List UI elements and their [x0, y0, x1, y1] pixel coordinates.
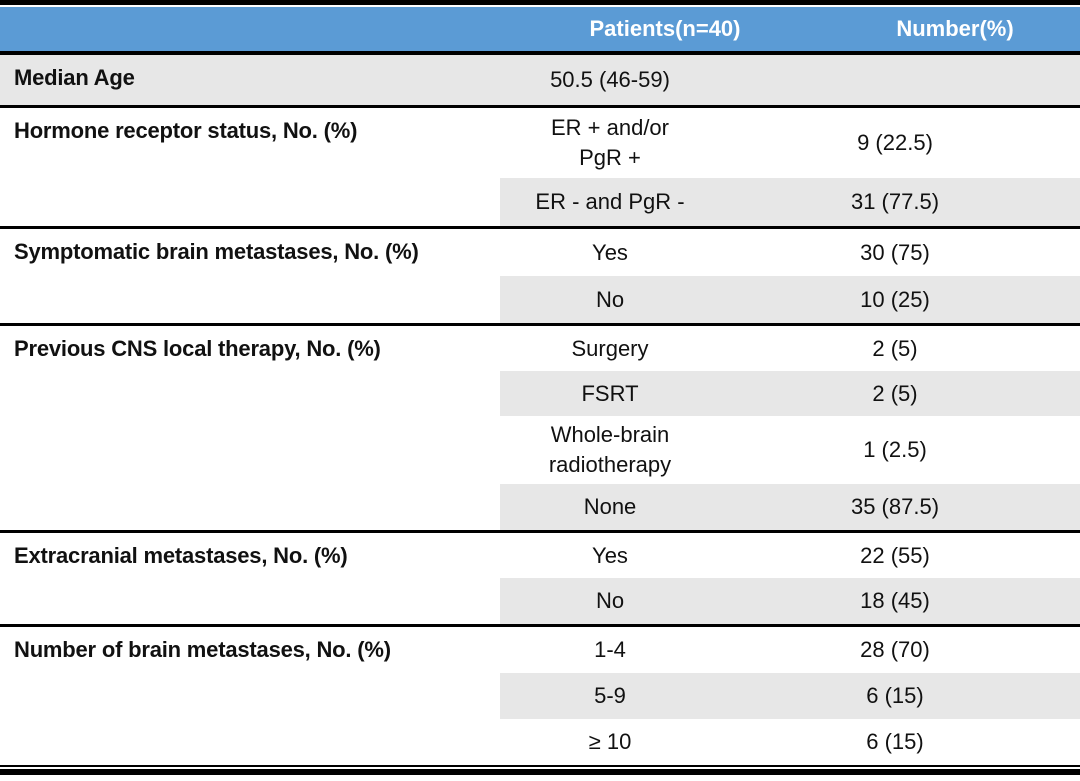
value-line: radiotherapy [548, 452, 672, 477]
bottom-rule-thick [0, 769, 1080, 775]
section-label: Median Age [0, 53, 500, 107]
value-cell: No [500, 276, 770, 325]
number-cell [770, 53, 1080, 107]
value-cell: ≥ 10 [588, 729, 632, 754]
number-cell: 30 (75) [770, 226, 1080, 276]
table-row: Number of brain metastases, No. (%) 1-4 … [0, 624, 1080, 765]
patient-characteristics-table: Patients(n=40) Number(%) Median Age 50.5… [0, 7, 1080, 765]
value-cell: 50.5 (46-59) [500, 53, 770, 107]
number-cell: 6 (15) [770, 673, 1080, 719]
top-rule [0, 0, 1080, 5]
number-cell: 35 (87.5) [770, 484, 1080, 532]
table-row: Median Age 50.5 (46-59) [0, 53, 1080, 107]
number-cell: 10 (25) [770, 276, 1080, 325]
table-header-row: Patients(n=40) Number(%) [0, 7, 1080, 55]
table-row: No 18 (45) [0, 578, 1080, 626]
value-cell: No [500, 578, 770, 626]
value-cell: 1-4 [500, 624, 770, 673]
number-cell: 1 (2.5) [863, 437, 927, 462]
section-median-age: Median Age 50.5 (46-59) [0, 53, 1080, 107]
number-cell: 9 (22.5) [770, 105, 1080, 178]
table-row: Hormone receptor status, No. (%) ER + an… [0, 105, 1080, 228]
section-label: Previous CNS local therapy, No. (%) [0, 323, 500, 532]
bottom-rule-gap [0, 767, 1080, 769]
table-row: FSRT 2 (5) [0, 371, 1080, 416]
number-cell: 2 (5) [770, 323, 1080, 371]
value-cell: ER - and PgR - [500, 178, 770, 228]
patients-column-header: Patients(n=40) [500, 7, 770, 55]
table-row: Whole-brain radiotherapy 1 (2.5) [0, 416, 1080, 484]
value-line: PgR + [579, 145, 641, 170]
number-column-header: Number(%) [770, 7, 1080, 55]
table-row: ≥ 10 6 (15) [0, 719, 1080, 765]
value-line: Whole-brain [550, 422, 670, 447]
table-row: No 10 (25) [0, 276, 1080, 325]
number-cell: 18 (45) [770, 578, 1080, 626]
value-cell: FSRT [500, 371, 770, 416]
value-cell: Yes [500, 530, 770, 578]
section-label: Symptomatic brain metastases, No. (%) [0, 226, 500, 325]
section-label: Number of brain metastases, No. (%) [0, 624, 500, 765]
value-line: ER + and/or [550, 115, 669, 140]
section-extracranial-metastases: Extracranial metastases, No. (%) Yes 22 … [0, 530, 1080, 626]
number-cell: 28 (70) [770, 624, 1080, 673]
value-cell: None [500, 484, 770, 532]
value-cell: Yes [500, 226, 770, 276]
number-cell: 22 (55) [770, 530, 1080, 578]
value-cell: 5-9 [500, 673, 770, 719]
value-cell: Surgery [500, 323, 770, 371]
number-cell: 6 (15) [866, 729, 924, 754]
section-label: Extracranial metastases, No. (%) [0, 530, 500, 626]
bottom-rule-thin [0, 765, 1080, 767]
value-cell: Whole-brain radiotherapy [500, 416, 770, 484]
section-symptomatic-brain-metastases: Symptomatic brain metastases, No. (%) Ye… [0, 226, 1080, 325]
table-row: Symptomatic brain metastases, No. (%) Ye… [0, 226, 1080, 325]
table-row: Extracranial metastases, No. (%) Yes 22 … [0, 530, 1080, 626]
number-cell: 2 (5) [770, 371, 1080, 416]
table-row: 5-9 6 (15) [0, 673, 1080, 719]
section-number-of-brain-metastases: Number of brain metastases, No. (%) 1-4 … [0, 624, 1080, 765]
number-cell: 31 (77.5) [770, 178, 1080, 228]
empty-header-cell [0, 7, 500, 55]
table-row: None 35 (87.5) [0, 484, 1080, 532]
section-previous-cns-therapy: Previous CNS local therapy, No. (%) Surg… [0, 323, 1080, 532]
value-cell: ER + and/or PgR + [500, 105, 770, 178]
table-row: ER - and PgR - 31 (77.5) [0, 178, 1080, 228]
table-header: Patients(n=40) Number(%) [0, 7, 1080, 55]
table-row: Previous CNS local therapy, No. (%) Surg… [0, 323, 1080, 532]
section-hormone-receptor: Hormone receptor status, No. (%) ER + an… [0, 105, 1080, 228]
section-label: Hormone receptor status, No. (%) [0, 105, 500, 228]
